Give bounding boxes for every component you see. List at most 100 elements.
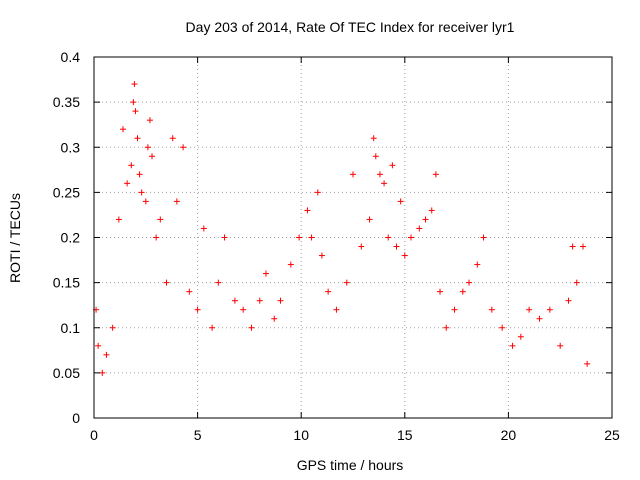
data-point — [314, 189, 321, 196]
data-point — [397, 198, 404, 205]
data-point — [393, 243, 400, 250]
y-tick-label: 0.15 — [53, 275, 80, 291]
data-point — [401, 252, 408, 259]
data-point — [432, 171, 439, 178]
data-point — [376, 171, 383, 178]
x-tick-label: 15 — [397, 427, 413, 443]
x-tick-label: 10 — [293, 427, 309, 443]
y-tick-label: 0.4 — [61, 49, 81, 65]
data-point — [517, 333, 524, 340]
data-point — [221, 234, 228, 241]
x-tick-label: 25 — [604, 427, 620, 443]
x-tick-label: 20 — [501, 427, 517, 443]
data-point — [99, 369, 106, 376]
data-point — [451, 306, 458, 313]
data-point — [136, 171, 143, 178]
data-point — [95, 342, 102, 349]
data-point — [169, 135, 176, 142]
data-point — [579, 243, 586, 250]
data-point — [209, 324, 216, 331]
data-point — [381, 180, 388, 187]
data-point — [149, 153, 156, 160]
data-point — [573, 279, 580, 286]
data-point — [120, 126, 127, 133]
y-tick-label: 0 — [72, 410, 80, 426]
scatter-points — [93, 81, 591, 376]
data-point — [408, 234, 415, 241]
data-point — [584, 360, 591, 367]
y-tick-label: 0.05 — [53, 365, 80, 381]
data-point — [200, 225, 207, 232]
data-point — [287, 261, 294, 268]
data-point — [488, 306, 495, 313]
data-point — [526, 306, 533, 313]
data-point — [569, 243, 576, 250]
data-point — [146, 117, 153, 124]
data-point — [536, 315, 543, 322]
data-point — [480, 234, 487, 241]
data-point — [277, 297, 284, 304]
data-point — [325, 288, 332, 295]
data-point — [130, 99, 137, 106]
data-point — [557, 342, 564, 349]
data-point — [370, 135, 377, 142]
x-axis-label: GPS time / hours — [297, 457, 404, 473]
data-point — [186, 288, 193, 295]
y-tick-label: 0.25 — [53, 184, 80, 200]
data-point — [372, 153, 379, 160]
data-point — [428, 207, 435, 214]
data-point — [248, 324, 255, 331]
data-point — [546, 306, 553, 313]
data-point — [128, 162, 135, 169]
data-point — [144, 144, 151, 151]
data-point — [350, 171, 356, 178]
data-point — [231, 297, 238, 304]
data-point — [132, 108, 139, 115]
y-tick-label: 0.2 — [61, 230, 81, 246]
data-point — [215, 279, 222, 286]
data-point — [366, 216, 373, 223]
data-point — [262, 270, 269, 277]
data-point — [509, 342, 516, 349]
data-point — [256, 297, 263, 304]
data-point — [333, 306, 340, 313]
data-point — [180, 144, 187, 151]
x-tick-label: 0 — [90, 427, 98, 443]
data-point — [142, 198, 149, 205]
data-point — [474, 261, 481, 268]
data-point — [422, 216, 429, 223]
y-axis-label: ROTI / TECUs — [7, 193, 23, 283]
x-tick-label: 5 — [194, 427, 202, 443]
data-point — [138, 189, 145, 196]
data-point — [385, 234, 392, 241]
data-point — [115, 216, 122, 223]
data-point — [157, 216, 164, 223]
data-point — [173, 198, 180, 205]
data-point — [443, 324, 450, 331]
data-point — [358, 243, 365, 250]
data-point — [459, 288, 466, 295]
data-point — [131, 81, 138, 88]
y-tick-label: 0.1 — [61, 320, 81, 336]
data-point — [437, 288, 444, 295]
data-point — [499, 324, 506, 331]
y-tick-label: 0.3 — [61, 139, 81, 155]
chart-title: Day 203 of 2014, Rate Of TEC Index for r… — [186, 19, 515, 35]
data-point — [124, 180, 131, 187]
data-point — [271, 315, 278, 322]
x-axis-ticks: 0 5 10 15 20 25 — [90, 57, 620, 443]
data-point — [109, 324, 116, 331]
data-point — [304, 207, 311, 214]
data-point — [153, 234, 160, 241]
data-point — [565, 297, 572, 304]
data-point — [466, 279, 473, 286]
data-point — [194, 306, 201, 313]
data-point — [416, 225, 423, 232]
y-tick-label: 0.35 — [53, 94, 80, 110]
data-point — [163, 279, 170, 286]
data-point — [318, 252, 325, 259]
grid-lines — [94, 57, 612, 418]
data-point — [343, 279, 350, 286]
data-point — [296, 234, 303, 241]
